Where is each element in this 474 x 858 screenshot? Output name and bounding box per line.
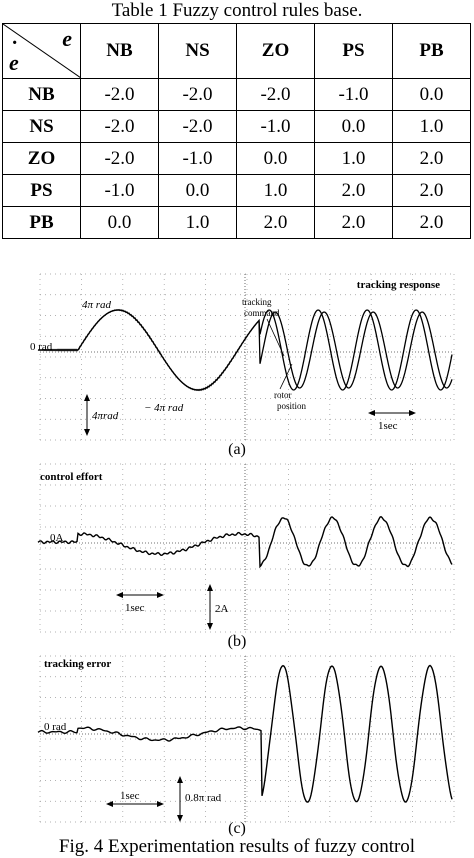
scope-grid xyxy=(39,463,455,633)
table-cell: -1.0 xyxy=(158,142,237,175)
tracking-command-label: tracking xyxy=(242,297,272,307)
time-scale-label: 1sec xyxy=(378,420,398,432)
time-scale-arrow xyxy=(368,410,416,416)
table-cell: 1.0 xyxy=(236,174,315,207)
vertical-scale-label: 0.8π rad xyxy=(185,792,222,804)
tracking-error-trace xyxy=(37,664,453,803)
time-scale-label: 1sec xyxy=(120,790,140,802)
corner-col-variable: e xyxy=(62,26,72,51)
row-header: PS xyxy=(2,174,81,207)
table-cell: 2.0 xyxy=(314,206,393,239)
table-cell: -2.0 xyxy=(158,110,237,143)
positive-peak-label: 4π rad xyxy=(82,299,112,311)
table-row: PS -1.0 0.0 1.0 2.0 2.0 xyxy=(2,174,471,207)
vertical-scale-arrow xyxy=(177,776,183,822)
table-cell: -1.0 xyxy=(314,78,393,111)
scope-grid xyxy=(39,655,455,823)
table-cell: -2.0 xyxy=(80,110,159,143)
table-cell: 0.0 xyxy=(314,110,393,143)
row-header: NB xyxy=(2,78,81,111)
panel-label: (c) xyxy=(228,820,246,837)
table-cell: 0.0 xyxy=(158,174,237,207)
rotor-position-label: rotor xyxy=(274,390,292,400)
table-cell: 2.0 xyxy=(236,206,315,239)
column-header: ZO xyxy=(236,23,315,79)
vertical-scale-label: 2A xyxy=(215,603,229,615)
vertical-scale-arrow xyxy=(207,584,213,630)
table-row: NS -2.0 -2.0 -1.0 0.0 1.0 xyxy=(2,110,471,143)
table-cell: 0.0 xyxy=(392,78,471,111)
table-cell: 2.0 xyxy=(392,174,471,207)
table-caption: Table 1 Fuzzy control rules base. xyxy=(111,0,363,21)
table-cell: -2.0 xyxy=(80,78,159,111)
annotation-arrow xyxy=(266,318,285,357)
fuzzy-rules-table: e e NB NS ZO PS PB NB -2.0 -2.0 -2.0 -1.… xyxy=(2,23,471,239)
rotor-position-trace xyxy=(37,308,453,392)
panel-title: control effort xyxy=(40,471,103,483)
panel-title: tracking error xyxy=(44,658,111,670)
rotor-position-label: position xyxy=(277,401,307,411)
row-header: ZO xyxy=(2,142,81,175)
corner-diagonal xyxy=(3,24,81,78)
control-effort-trace xyxy=(37,515,453,569)
table-row: PB 0.0 1.0 2.0 2.0 2.0 xyxy=(2,206,471,239)
column-header: PS xyxy=(314,23,393,79)
scope-panel-tracking-error: tracking error 0 rad 1sec 0.8π rad xyxy=(37,655,455,823)
zero-level-label: 0 rad xyxy=(44,721,67,733)
table-corner-cell: e e xyxy=(2,23,81,79)
row-header: NS xyxy=(2,110,81,143)
scope-panel-control-effort: control effort 0A 1sec 2A xyxy=(37,463,455,633)
table-cell: -1.0 xyxy=(80,174,159,207)
table-cell: 2.0 xyxy=(314,174,393,207)
zero-level-label: 0A xyxy=(50,532,64,544)
corner-row-variable: e xyxy=(9,36,19,76)
zero-level-label: 0 rad xyxy=(30,341,53,353)
column-header: PB xyxy=(392,23,471,79)
negative-peak-label: − 4π rad xyxy=(144,402,184,414)
annotation-arrow xyxy=(279,363,293,390)
table-cell: 1.0 xyxy=(392,110,471,143)
table-cell: -2.0 xyxy=(80,142,159,175)
table-header-row: e e NB NS ZO PS PB xyxy=(2,23,471,79)
table-cell: 0.0 xyxy=(236,142,315,175)
table-cell: -2.0 xyxy=(236,78,315,111)
column-header: NB xyxy=(80,23,159,79)
panel-label: (b) xyxy=(227,633,247,650)
vertical-scale-arrow xyxy=(84,394,90,436)
row-header: PB xyxy=(2,206,81,239)
table-cell: 1.0 xyxy=(158,206,237,239)
column-header: NS xyxy=(158,23,237,79)
table-cell: 2.0 xyxy=(392,206,471,239)
scope-panel-tracking-response: tracking response 0 rad 4π rad − 4π rad … xyxy=(30,273,455,441)
table-row: NB -2.0 -2.0 -2.0 -1.0 0.0 xyxy=(2,78,471,111)
table-cell: 0.0 xyxy=(80,206,159,239)
table-cell: 1.0 xyxy=(314,142,393,175)
time-scale-arrow xyxy=(116,592,164,598)
panel-label: (a) xyxy=(228,441,246,458)
table-row: ZO -2.0 -1.0 0.0 1.0 2.0 xyxy=(2,142,471,175)
time-scale-arrow xyxy=(106,801,164,807)
vertical-scale-label: 4πrad xyxy=(92,410,119,422)
table-cell: 2.0 xyxy=(392,142,471,175)
time-scale-label: 1sec xyxy=(125,602,145,614)
panel-title: tracking response xyxy=(357,279,440,291)
table-cell: -1.0 xyxy=(236,110,315,143)
scope-grid xyxy=(39,273,455,441)
figure-caption: Fig. 4 Experimentation results of fuzzy … xyxy=(58,836,416,857)
tracking-command-label: command xyxy=(244,308,280,318)
table-cell: -2.0 xyxy=(158,78,237,111)
